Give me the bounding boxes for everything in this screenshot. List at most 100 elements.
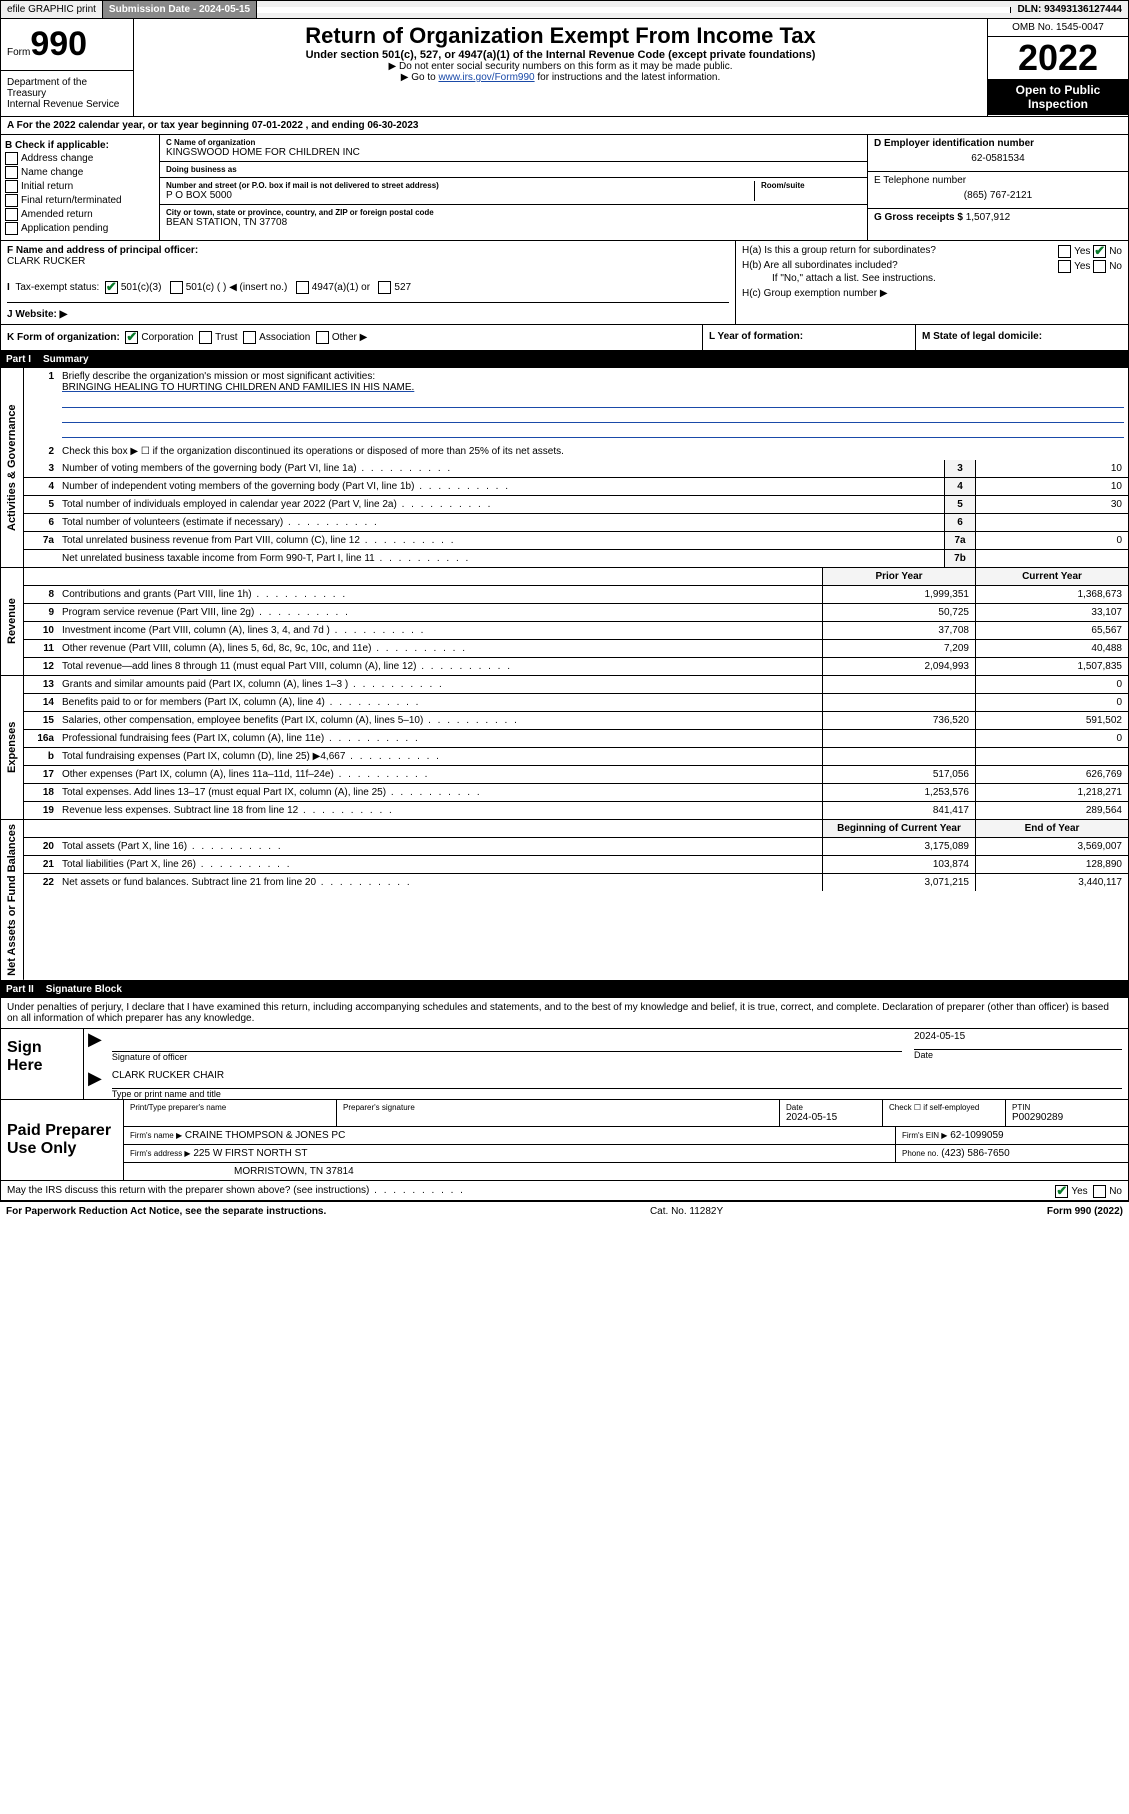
line-val [975,550,1128,567]
tax-year: 2022 [988,37,1128,79]
prior-val: 7,209 [822,640,975,657]
cb-initial[interactable]: Initial return [5,180,155,193]
pp-name-label: Print/Type preparer's name [130,1103,330,1112]
prior-val [822,676,975,693]
efile-label[interactable]: efile GRAPHIC print [1,1,103,18]
ha-no[interactable] [1093,245,1106,258]
hb-note: If "No," attach a list. See instructions… [742,273,1122,284]
current-val: 3,569,007 [975,838,1128,855]
current-val: 591,502 [975,712,1128,729]
firm-addr2: MORRISTOWN, TN 37814 [124,1163,1128,1180]
cb-527[interactable] [378,281,391,294]
discuss-no[interactable] [1093,1185,1106,1198]
prior-val [822,748,975,765]
addr: P O BOX 5000 [166,190,754,201]
prior-val: 1,999,351 [822,586,975,603]
q1-ans: BRINGING HEALING TO HURTING CHILDREN AND… [62,382,414,393]
hb: H(b) Are all subordinates included? Yes … [742,260,1122,271]
cb-amended[interactable]: Amended return [5,208,155,221]
hdr-prior: Prior Year [822,568,975,585]
gross-label: G Gross receipts $ [874,212,966,223]
discuss-row: May the IRS discuss this return with the… [1,1180,1128,1200]
current-val: 0 [975,730,1128,747]
cb-final[interactable]: Final return/terminated [5,194,155,207]
col-c: C Name of organization KINGSWOOD HOME FO… [160,135,867,240]
top-bar: efile GRAPHIC print Submission Date - 20… [0,0,1129,19]
phone: (865) 767-2121 [874,186,1122,205]
line-text: Other expenses (Part IX, column (A), lin… [58,766,822,783]
line-text: Other revenue (Part VIII, column (A), li… [58,640,822,657]
sign-here: Sign Here [1,1029,84,1099]
gov-line: Number of independent voting members of … [58,478,944,495]
net-section: Net Assets or Fund Balances Beginning of… [0,820,1129,981]
prior-val: 37,708 [822,622,975,639]
sig-officer-line[interactable] [112,1029,902,1052]
officer-label: F Name and address of principal officer: [7,245,729,256]
cb-address[interactable]: Address change [5,152,155,165]
prior-val: 736,520 [822,712,975,729]
ha: H(a) Is this a group return for subordin… [742,245,1122,256]
vtab-gov: Activities & Governance [1,368,24,567]
dba-label: Doing business as [166,165,861,174]
current-val: 0 [975,694,1128,711]
ha-yes[interactable] [1058,245,1071,258]
footer-left: For Paperwork Reduction Act Notice, see … [6,1206,326,1217]
sig-officer-label: Signature of officer [106,1052,908,1062]
header-right: OMB No. 1545-0047 2022 Open to Public In… [987,19,1128,116]
line-text: Revenue less expenses. Subtract line 18 … [58,802,822,819]
department: Department of the Treasury Internal Reve… [1,70,134,116]
org-name: KINGSWOOD HOME FOR CHILDREN INC [166,147,861,158]
cb-501c[interactable] [170,281,183,294]
cb-name[interactable]: Name change [5,166,155,179]
line-text: Total assets (Part X, line 16) [58,838,822,855]
sig-name-label: Type or print name and title [106,1089,1128,1099]
gov-line: Number of voting members of the governin… [58,460,944,477]
form-note1: ▶ Do not enter social security numbers o… [138,61,983,72]
current-val [975,748,1128,765]
spacer [257,7,1011,13]
irs-link[interactable]: www.irs.gov/Form990 [438,72,534,83]
cb-trust[interactable] [199,331,212,344]
firm-ein: 62-1099059 [950,1130,1003,1141]
prior-val: 1,253,576 [822,784,975,801]
line-val: 10 [975,478,1128,495]
line-text: Total revenue—add lines 8 through 11 (mu… [58,658,822,675]
omb: OMB No. 1545-0047 [988,19,1128,37]
open-inspection: Open to Public Inspection [988,79,1128,115]
row-klm: K Form of organization: Corporation Trus… [0,325,1129,351]
l-year: L Year of formation: [703,325,916,350]
line-text: Program service revenue (Part VIII, line… [58,604,822,621]
exp-section: Expenses 13 Grants and similar amounts p… [0,676,1129,820]
arrow-icon: ▶ [84,1068,106,1099]
q2: Check this box ▶ ☐ if the organization d… [58,443,1128,460]
line-text: Net assets or fund balances. Subtract li… [58,874,822,891]
current-val: 1,218,271 [975,784,1128,801]
line-text: Total expenses. Add lines 13–17 (must eq… [58,784,822,801]
line-box: 3 [944,460,975,477]
form-subtitle: Under section 501(c), 527, or 4947(a)(1)… [138,49,983,61]
prior-val: 517,056 [822,766,975,783]
cb-other[interactable] [316,331,329,344]
k-form-org: K Form of organization: Corporation Trus… [1,325,703,350]
hb-no[interactable] [1093,260,1106,273]
line-text: Total fundraising expenses (Part IX, col… [58,748,822,765]
room-label: Room/suite [761,181,861,190]
discuss-yes[interactable] [1055,1185,1068,1198]
hb-yes[interactable] [1058,260,1071,273]
sig-name: CLARK RUCKER CHAIR [106,1068,1128,1083]
officer-name: CLARK RUCKER [7,256,729,267]
cb-assoc[interactable] [243,331,256,344]
line-box: 7b [944,550,975,567]
pp-check[interactable]: Check ☐ if self-employed [889,1103,999,1112]
gross-val: 1,507,912 [966,212,1011,223]
cb-501c3[interactable] [105,281,118,294]
cb-corp[interactable] [125,331,138,344]
paid-preparer: Paid Preparer Use Only Print/Type prepar… [1,1099,1128,1180]
row-f-h: F Name and address of principal officer:… [0,241,1129,325]
current-val: 1,368,673 [975,586,1128,603]
sig-date-label: Date [908,1050,1128,1060]
form-header: Form990 Department of the Treasury Inter… [0,19,1129,117]
cb-4947[interactable] [296,281,309,294]
ein: 62-0581534 [874,149,1122,168]
cb-pending[interactable]: Application pending [5,222,155,235]
